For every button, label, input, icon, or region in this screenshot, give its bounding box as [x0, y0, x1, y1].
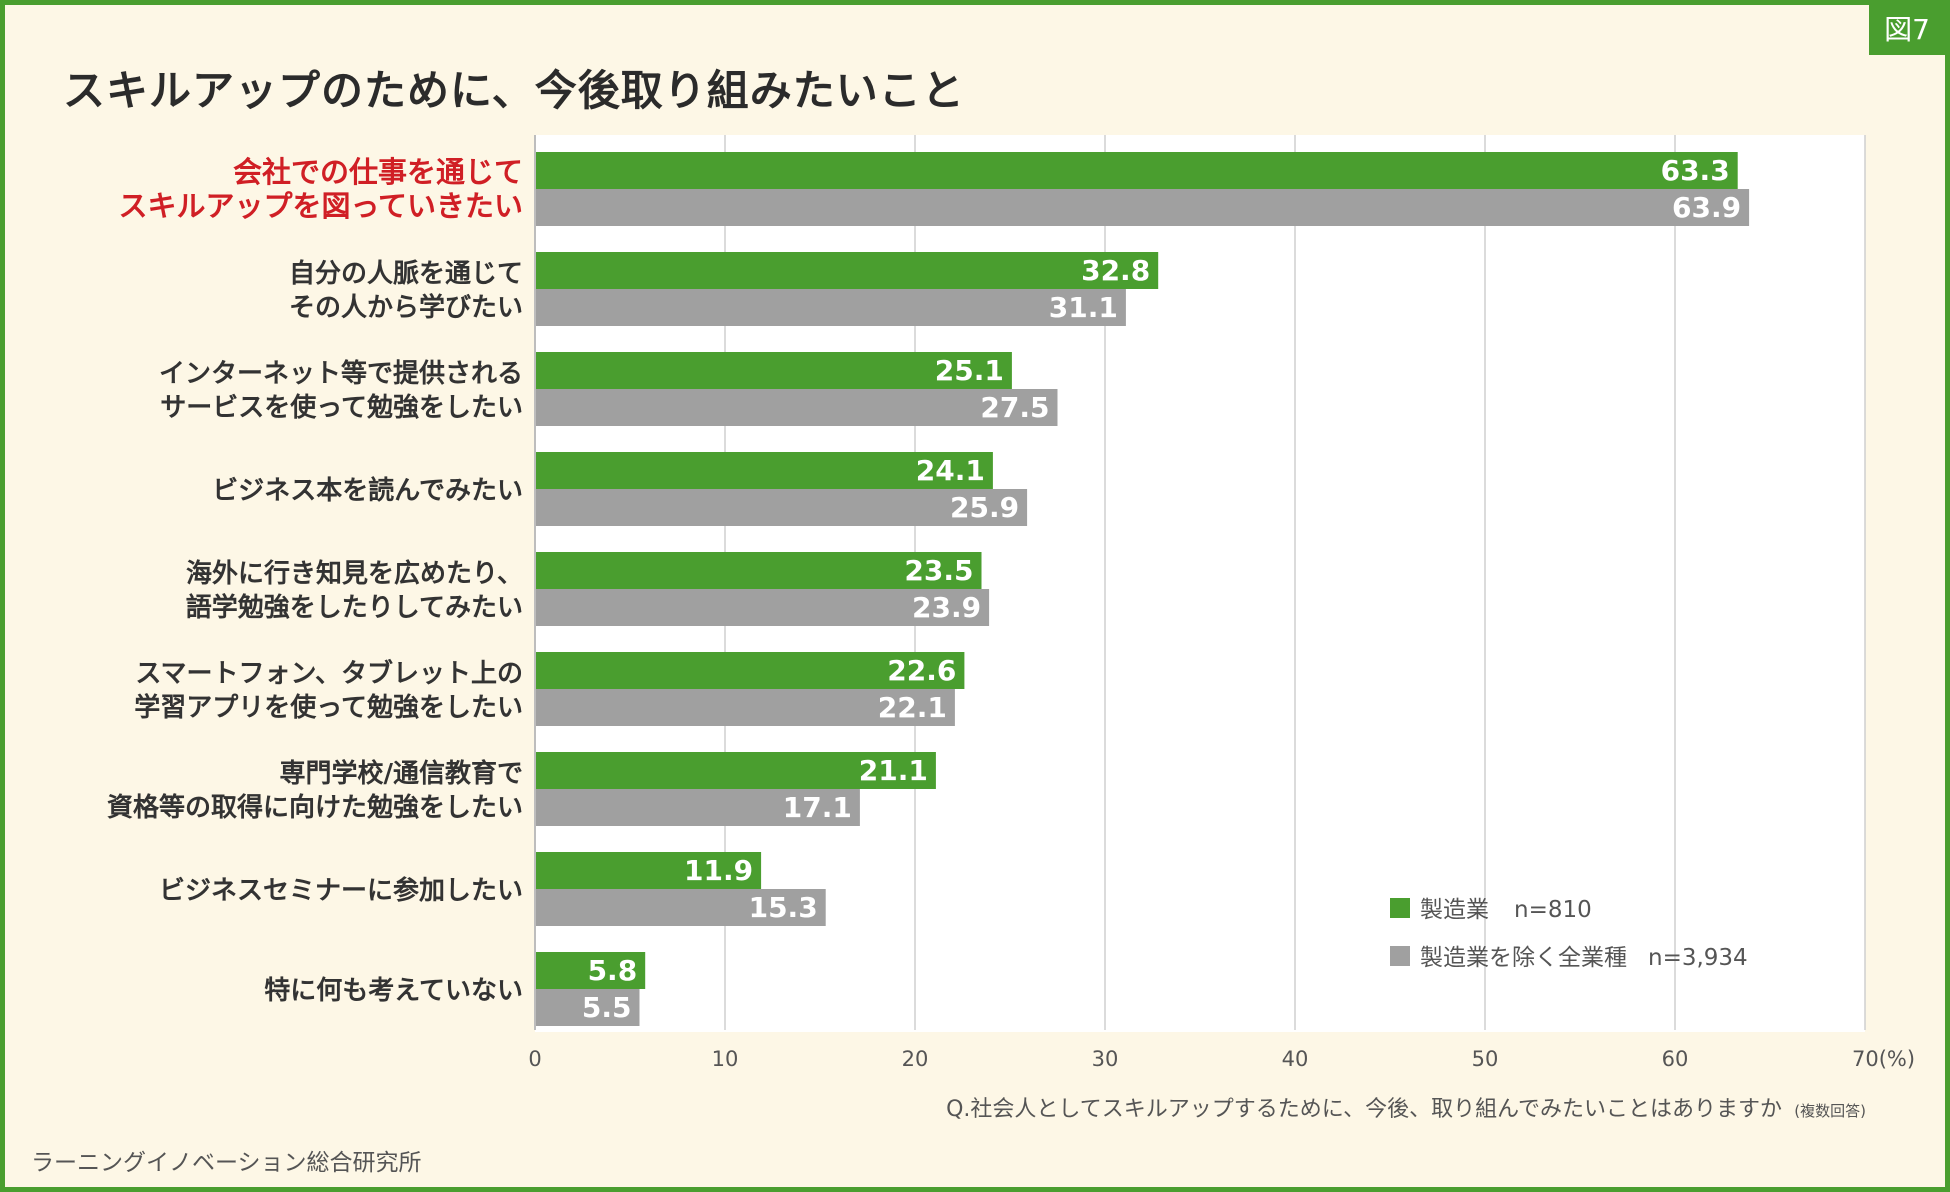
- bar-series-1: [535, 352, 1012, 389]
- bar-series-1: [535, 552, 982, 589]
- category-label: 会社での仕事を通じて: [233, 155, 523, 189]
- bar-series-2: [535, 889, 826, 926]
- category-label: スマートフォン、タブレット上の: [135, 658, 523, 689]
- data-label: 23.5: [904, 554, 973, 587]
- category-label: 専門学校/通信教育で: [280, 758, 524, 789]
- category-label: ビジネスセミナーに参加したい: [159, 875, 523, 906]
- bar-series-1: [535, 952, 646, 989]
- bar-series-1: [535, 652, 965, 689]
- bar-series-1: [535, 752, 936, 789]
- legend-n-label: n=810: [1514, 897, 1592, 923]
- data-label: 22.1: [878, 691, 947, 724]
- bar-series-2: [535, 289, 1126, 326]
- figure-number-badge: 図7: [1869, 5, 1945, 55]
- category-label: 語学勉強をしたりしてみたい: [186, 592, 523, 623]
- bar-series-2: [535, 489, 1028, 526]
- chart-title: スキルアップのために、今後取り組みたいこと: [63, 66, 965, 115]
- data-label: 23.9: [912, 591, 981, 624]
- bar-series-1: [535, 152, 1738, 189]
- category-label: 自分の人脈を通じて: [289, 258, 523, 289]
- x-tick-label: 10: [712, 1047, 739, 1071]
- data-label: 63.9: [1672, 191, 1741, 224]
- bar-series-2: [535, 389, 1058, 426]
- data-label: 5.8: [588, 954, 638, 987]
- bar-series-1: [535, 852, 762, 889]
- source-credit: ラーニングイノベーション総合研究所: [31, 1150, 422, 1176]
- data-label: 25.1: [935, 354, 1004, 387]
- data-label: 63.3: [1661, 154, 1730, 187]
- category-label: 特に何も考えていない: [264, 975, 523, 1006]
- x-axis-label: Q.社会人としてスキルアップするために、今後、取り組んでみたいことはありますか: [946, 1097, 1782, 1122]
- category-label: その人から学びたい: [289, 292, 523, 323]
- x-tick-label: 40: [1282, 1047, 1309, 1071]
- data-label: 32.8: [1081, 254, 1150, 287]
- category-label: ビジネス本を読んでみたい: [212, 475, 523, 506]
- bar-series-2: [535, 789, 860, 826]
- category-label: サービスを使って勉強をしたい: [160, 393, 523, 423]
- bar-series-1: [535, 252, 1159, 289]
- x-tick-label: 0: [528, 1047, 541, 1071]
- category-label: 学習アプリを使って勉強をしたい: [134, 692, 523, 723]
- x-tick-label: 30: [1092, 1047, 1119, 1071]
- data-label: 27.5: [980, 391, 1049, 424]
- category-label: 資格等の取得に向けた勉強をしたい: [107, 792, 523, 823]
- bar-series-2: [535, 689, 955, 726]
- bar-series-2: [535, 189, 1750, 226]
- x-tick-label: 60: [1662, 1047, 1689, 1071]
- legend-swatch-series-1: [1390, 898, 1410, 918]
- bar-series-2: [535, 989, 640, 1026]
- data-label: 31.1: [1049, 291, 1118, 324]
- data-label: 21.1: [859, 754, 928, 787]
- x-tick-label: 70(%): [1852, 1047, 1915, 1071]
- x-tick-label: 50: [1472, 1047, 1499, 1071]
- bar-series-2: [535, 589, 990, 626]
- data-label: 22.6: [887, 654, 956, 687]
- legend-swatch-series-2: [1390, 946, 1410, 966]
- data-label: 15.3: [749, 891, 818, 924]
- data-label: 17.1: [783, 791, 852, 824]
- bar-series-1: [535, 452, 993, 489]
- data-label: 25.9: [950, 491, 1019, 524]
- category-label: インターネット等で提供される: [159, 358, 523, 389]
- legend-label: 製造業: [1420, 897, 1489, 923]
- x-tick-label: 20: [902, 1047, 929, 1071]
- data-label: 24.1: [916, 454, 985, 487]
- legend-label: 製造業を除く全業種: [1420, 945, 1627, 971]
- data-label: 5.5: [582, 991, 632, 1024]
- x-axis-label-note: (複数回答): [1794, 1102, 1866, 1120]
- category-label: スキルアップを図っていきたい: [118, 189, 523, 223]
- category-label: 海外に行き知見を広めたり、: [186, 558, 523, 589]
- legend-n-label: n=3,934: [1648, 945, 1748, 971]
- data-label: 11.9: [684, 854, 753, 887]
